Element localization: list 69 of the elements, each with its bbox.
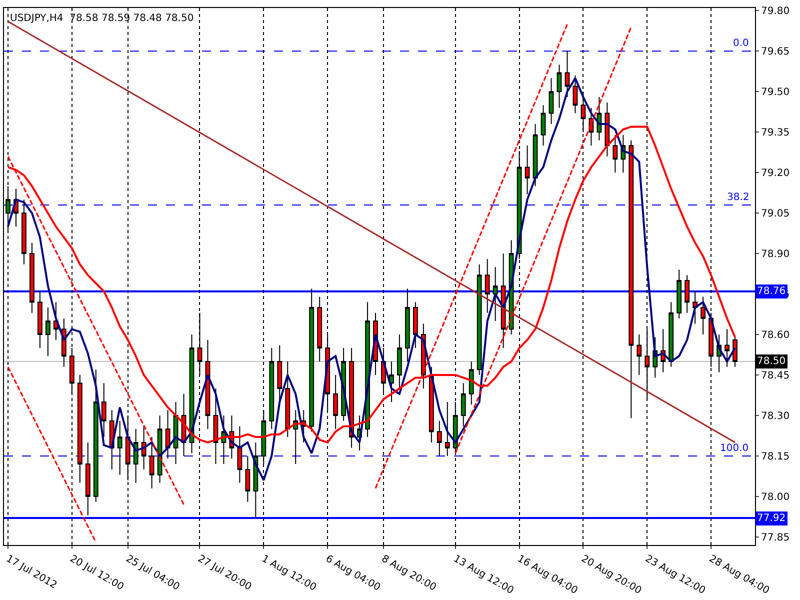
candlestick (564, 50, 570, 98)
candlestick (157, 414, 162, 484)
y-tick-label: 78.90 (761, 249, 790, 260)
candlestick (484, 258, 490, 314)
candlestick (405, 288, 410, 362)
candlestick (245, 455, 250, 502)
candlestick (30, 242, 34, 314)
y-tick-label: 79.65 (761, 46, 790, 58)
candlestick (37, 290, 42, 349)
candlestick (692, 290, 698, 324)
ref-line-label: 78.76 (757, 286, 786, 297)
y-tick-label: 79.35 (761, 128, 790, 139)
candlestick (460, 382, 466, 427)
candlestick (500, 253, 506, 349)
candlestick (548, 78, 554, 125)
candlestick (444, 401, 450, 456)
y-tick-label: 79.50 (761, 87, 790, 98)
candlestick (700, 296, 706, 336)
y-tick-label: 79.80 (761, 6, 790, 18)
candlestick (476, 264, 482, 376)
y-tick-label: 77.85 (761, 532, 790, 544)
candlestick (117, 420, 122, 476)
y-tick-label: 79.20 (761, 168, 790, 180)
candlestick (556, 64, 562, 108)
y-tick-label: 78.60 (761, 330, 790, 342)
candlestick (636, 334, 642, 376)
candlestick (612, 134, 618, 174)
candlestick (85, 442, 90, 516)
candlestick (492, 266, 498, 322)
candlestick (540, 104, 546, 146)
candlestick (269, 348, 274, 430)
candlestick (77, 374, 82, 484)
candlestick (277, 344, 282, 402)
candlestick (22, 199, 26, 265)
ref-line-label: 77.92 (757, 513, 786, 524)
candlestick (285, 361, 290, 438)
candlestick (468, 361, 474, 406)
y-tick-label: 79.05 (761, 208, 790, 220)
candlestick (572, 74, 578, 114)
candlestick (125, 414, 130, 481)
candlestick (397, 334, 402, 389)
candlestick (333, 374, 338, 430)
candlestick (45, 307, 50, 357)
candlestick (389, 361, 394, 402)
candlestick (524, 145, 530, 195)
candlestick (149, 436, 154, 489)
y-tick-label: 78.45 (761, 370, 790, 382)
ref-line-label: 78.50 (757, 356, 786, 367)
y-tick-label: 78.30 (761, 410, 790, 422)
y-tick-label: 78.00 (761, 492, 790, 503)
candlestick (317, 296, 322, 362)
candlestick (724, 328, 730, 368)
candlestick (668, 302, 674, 368)
candlestick (580, 91, 586, 133)
candlestick (412, 302, 418, 349)
y-tick-label: 78.15 (761, 451, 790, 462)
annotation: 100.0 (720, 443, 749, 454)
annotation: 38.2 (727, 192, 750, 203)
candlestick (93, 369, 98, 502)
candlestick (676, 269, 682, 319)
candlestick (309, 288, 314, 432)
candlestick (101, 382, 106, 438)
text: USDJPY,H4 78.58 78.59 78.48 78.50 (10, 13, 194, 24)
candlestick (684, 274, 690, 314)
candlestick (532, 124, 538, 187)
annotation: 0.0 (733, 38, 749, 49)
candlestick (436, 420, 442, 456)
candlestick (628, 140, 634, 419)
candlestick (133, 428, 138, 484)
